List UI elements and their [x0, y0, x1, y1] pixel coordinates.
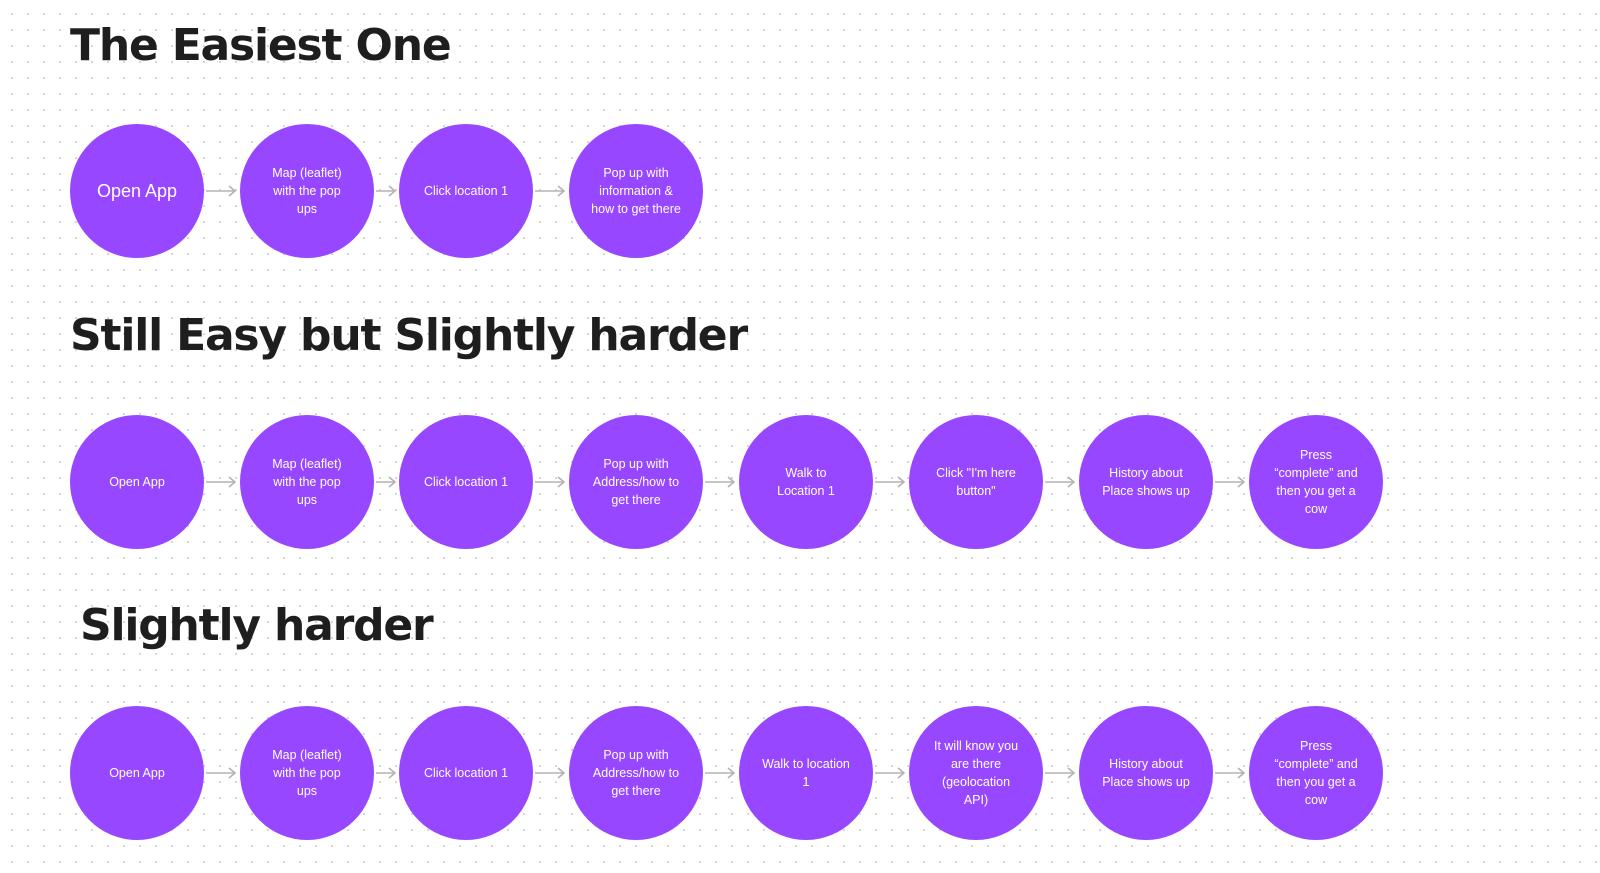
- flow-node[interactable]: Click location 1: [399, 706, 533, 840]
- flow-node[interactable]: Open App: [70, 706, 204, 840]
- flow-arrow: [705, 765, 737, 781]
- section-title-still-easy: Still Easy but Slightly harder: [70, 310, 748, 361]
- flow-node[interactable]: Pop up with Address/how to get there: [569, 706, 703, 840]
- flow-node[interactable]: Pop up with information & how to get the…: [569, 124, 703, 258]
- flow-arrow: [1215, 474, 1247, 490]
- flow-arrow: [705, 474, 737, 490]
- flow-arrow: [376, 474, 398, 490]
- flow-node[interactable]: History about Place shows up: [1079, 415, 1213, 549]
- flow-node[interactable]: Map (leaflet) with the pop ups: [240, 706, 374, 840]
- flow-arrow: [875, 765, 907, 781]
- flow-arrow: [376, 765, 398, 781]
- flow-node[interactable]: Map (leaflet) with the pop ups: [240, 124, 374, 258]
- flow-arrow: [1045, 765, 1077, 781]
- flow-node[interactable]: Map (leaflet) with the pop ups: [240, 415, 374, 549]
- flow-node[interactable]: Walk to location 1: [739, 706, 873, 840]
- flow-arrow: [875, 474, 907, 490]
- flow-row-slightly-harder: Open App Map (leaflet) with the pop ups …: [70, 706, 1470, 840]
- flow-arrow: [535, 474, 567, 490]
- flow-node[interactable]: Press “complete” and then you get a cow: [1249, 706, 1383, 840]
- flow-node[interactable]: Walk to Location 1: [739, 415, 873, 549]
- flow-arrow: [535, 765, 567, 781]
- flow-row-easiest: Open App Map (leaflet) with the pop ups …: [70, 124, 1470, 258]
- flow-arrow: [206, 474, 238, 490]
- section-title-easiest: The Easiest One: [70, 20, 452, 71]
- flow-node[interactable]: Pop up with Address/how to get there: [569, 415, 703, 549]
- flow-node[interactable]: Click "I'm here button": [909, 415, 1043, 549]
- flow-node[interactable]: Open App: [70, 415, 204, 549]
- flow-node[interactable]: Open App: [70, 124, 204, 258]
- flow-node[interactable]: Click location 1: [399, 124, 533, 258]
- flow-arrow: [1045, 474, 1077, 490]
- flow-arrow: [206, 765, 238, 781]
- flow-node[interactable]: It will know you are there (geolocation …: [909, 706, 1043, 840]
- flow-node[interactable]: Press “complete” and then you get a cow: [1249, 415, 1383, 549]
- flow-row-still-easy: Open App Map (leaflet) with the pop ups …: [70, 415, 1470, 549]
- flow-arrow: [206, 183, 238, 199]
- flow-node[interactable]: Click location 1: [399, 415, 533, 549]
- flow-arrow: [1215, 765, 1247, 781]
- section-title-slightly-harder: Slightly harder: [80, 600, 434, 651]
- flow-node[interactable]: History about Place shows up: [1079, 706, 1213, 840]
- flow-arrow: [535, 183, 567, 199]
- flow-arrow: [376, 183, 398, 199]
